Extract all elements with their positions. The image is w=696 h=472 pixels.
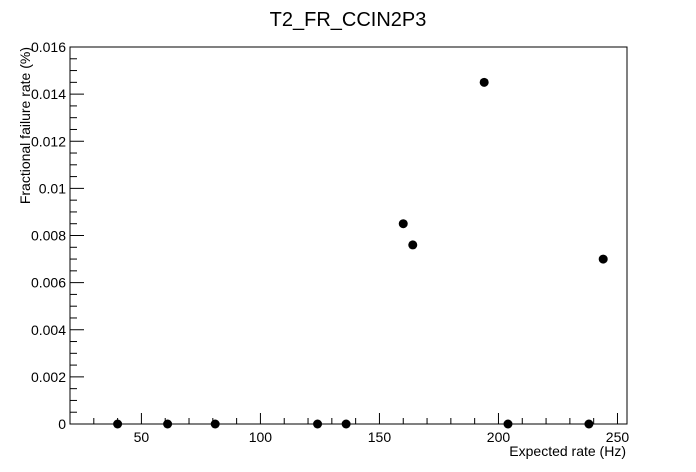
y-tick-label: 0.002 xyxy=(31,369,66,385)
plot-frame xyxy=(69,46,628,425)
x-tick-label: 150 xyxy=(368,429,392,445)
x-axis-tick-labels: 50 100 150 200 250 xyxy=(134,429,630,445)
data-points xyxy=(113,77,608,429)
x-axis-label: Expected rate (Hz) xyxy=(509,443,626,459)
y-tick-label: 0.012 xyxy=(31,133,66,149)
data-point xyxy=(113,419,123,429)
data-point xyxy=(598,254,608,264)
y-tick-label: 0.008 xyxy=(31,228,66,244)
data-point xyxy=(503,419,513,429)
y-tick-label: 0.01 xyxy=(39,180,66,196)
data-point xyxy=(408,240,418,250)
chart-title: T2_FR_CCIN2P3 xyxy=(270,9,427,31)
y-axis-ticks xyxy=(70,46,84,425)
y-tick-label: 0.016 xyxy=(31,39,66,55)
y-tick-label: 0.014 xyxy=(31,86,66,102)
x-tick-label: 50 xyxy=(134,429,150,445)
data-point xyxy=(584,419,594,429)
x-tick-label: 250 xyxy=(606,429,630,445)
data-point xyxy=(163,419,173,429)
y-axis-label: Fractional failure rate (%) xyxy=(17,47,33,204)
data-point xyxy=(479,77,489,87)
data-point xyxy=(210,419,220,429)
y-tick-label: 0.004 xyxy=(31,322,66,338)
x-tick-label: 100 xyxy=(249,429,273,445)
data-point xyxy=(341,419,351,429)
y-axis-tick-labels: 0 0.002 0.004 0.006 0.008 0.01 0.012 0.014 0.016 xyxy=(31,39,66,432)
y-tick-label: 0 xyxy=(58,416,66,432)
x-tick-label: 200 xyxy=(487,429,511,445)
data-point xyxy=(398,219,408,229)
x-axis-ticks xyxy=(69,413,618,424)
y-tick-label: 0.006 xyxy=(31,275,66,291)
data-point xyxy=(313,419,323,429)
